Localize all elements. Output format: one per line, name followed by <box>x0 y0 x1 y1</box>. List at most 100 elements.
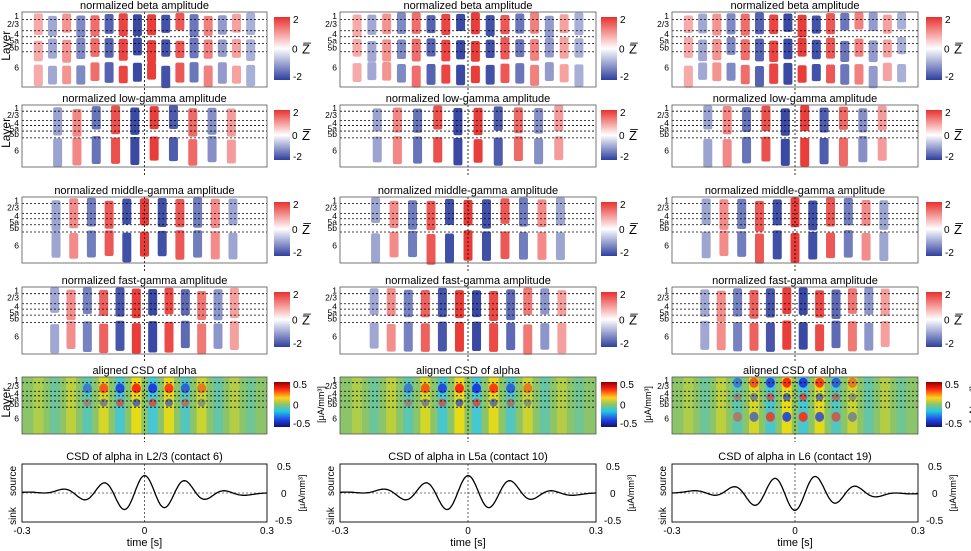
amp-tick: 0.5 <box>928 462 942 473</box>
colorbar-min: -2 <box>945 72 954 83</box>
heatmap-stripe <box>382 39 392 62</box>
colorbar-min: -2 <box>620 72 629 83</box>
colorbar-mid: 0 <box>944 45 950 56</box>
heatmap-stripe <box>712 13 722 36</box>
csd-band <box>765 377 776 434</box>
amp-tick: -0.5 <box>926 516 944 527</box>
heatmap-stripe <box>47 65 57 85</box>
colorbar-mid: 0 <box>944 131 950 142</box>
heatmap-stripe <box>111 137 121 164</box>
heatmap-stripe <box>426 233 436 265</box>
layer-tick-label: 2/3 <box>7 203 19 213</box>
time-tick: 0.3 <box>911 526 925 537</box>
heatmap-stripe <box>868 65 878 89</box>
heatmap-stripe <box>719 199 729 230</box>
csd-hotspot <box>506 383 516 394</box>
heatmap-stripe <box>500 15 510 35</box>
heatmap-stripe <box>149 136 159 161</box>
heatmap-stripe <box>712 62 722 82</box>
heatmap-stripe <box>470 12 480 35</box>
heatmap-stripe <box>189 62 199 83</box>
heatmap-stripe <box>403 321 413 352</box>
csd-hotspot <box>437 383 447 394</box>
heatmap-stripe <box>90 15 100 37</box>
heatmap-stripe <box>47 38 57 59</box>
heatmap-stripe <box>86 197 96 227</box>
heatmap-stripe <box>879 232 889 262</box>
layer-tick-label: 1 <box>664 195 669 205</box>
layer-axis-label: Layer <box>0 388 13 418</box>
heatmap-stripe <box>790 232 800 263</box>
heatmap-stripe <box>352 14 362 38</box>
heatmap-stripe <box>518 197 528 227</box>
heatmap-stripe <box>157 230 167 257</box>
heatmap-stripe <box>132 37 142 56</box>
heatmap-stripe <box>513 136 523 162</box>
csd-hotspot <box>438 398 447 407</box>
layer-tick-label: 4 <box>664 29 669 39</box>
heatmap-stripe <box>500 231 510 259</box>
heatmap-stripe <box>683 65 693 88</box>
heatmap-stripe <box>772 230 782 260</box>
heatmap-stripe <box>557 290 567 317</box>
amp-tick: 0.5 <box>606 462 620 473</box>
csd-trace-line <box>339 474 596 511</box>
heatmap-stripe <box>188 108 198 137</box>
layer-tick-label: 4 <box>332 301 337 311</box>
heatmap-stripe <box>726 62 736 81</box>
colorbar-min: -2 <box>293 152 302 163</box>
heatmap-stripe <box>115 287 125 317</box>
csd-hotspot <box>831 411 841 422</box>
colorbar-max: 2 <box>620 290 626 301</box>
heatmap-stripe <box>485 15 495 37</box>
heatmap-stripe <box>69 233 79 259</box>
heatmap-stripe <box>473 107 483 136</box>
heatmap-stripe <box>161 65 171 89</box>
layer-tick-label: 5b <box>660 399 670 409</box>
heatmap-stripe <box>754 65 764 87</box>
panel-r3-c1: normalized fast-gamma amplitude 12/345a5b… <box>325 275 638 362</box>
colorbar-mid: 0 <box>944 225 950 236</box>
colorbar <box>926 382 942 427</box>
heatmap-stripe <box>544 62 554 81</box>
heatmap-stripe <box>352 63 362 82</box>
heatmap-stripe <box>877 105 887 131</box>
heatmap-stripe <box>203 39 213 59</box>
colorbar-min: -2 <box>620 339 629 350</box>
colorbar-mid: 0 <box>292 45 298 56</box>
heatmap-stripe <box>189 14 199 37</box>
colorbar-mid: 0 <box>619 131 625 142</box>
heatmap-stripe <box>854 12 864 30</box>
layer-tick-label: 6 <box>14 331 19 341</box>
heatmap-stripe <box>386 288 396 317</box>
heatmap-stripe <box>157 198 167 227</box>
heatmap-stripe <box>797 37 807 57</box>
heatmap-stripe <box>33 13 43 36</box>
heatmap-stripe <box>861 200 871 226</box>
layer-tick-label: 1 <box>664 11 669 21</box>
trace-panel-0: CSD of alpha in L2/3 (contact 6) -0.3 0 0.3… <box>8 451 307 549</box>
panel-r2-c0: normalized middle-gamma amplitude 12/345a… <box>7 185 311 271</box>
panel-frame <box>671 11 919 88</box>
colorbar-max: 2 <box>620 15 626 26</box>
heatmap-stripe <box>877 137 887 161</box>
heatmap-stripe <box>826 64 836 84</box>
panel-frame <box>21 104 268 168</box>
heatmap-stripe <box>62 13 72 33</box>
heatmap-stripe <box>826 37 836 59</box>
heatmap-stripe <box>437 321 447 352</box>
csd-hotspot <box>180 383 190 394</box>
heatmap-stripe <box>426 15 436 34</box>
layer-tick-label: 2/3 <box>325 293 337 303</box>
heatmap-stripe <box>392 107 402 133</box>
heatmap-stripe <box>749 290 759 319</box>
heatmap-stripe <box>210 231 220 260</box>
trace-panel-1: CSD of alpha in L5a (contact 10) -0.3 0 0.3… <box>326 451 636 549</box>
heatmap-stripe <box>426 200 436 231</box>
colorbar-max: 2 <box>620 200 626 211</box>
csd-band <box>522 377 533 434</box>
colorbar-min: -2 <box>293 339 302 350</box>
colorbar-max: 2 <box>945 15 951 26</box>
heatmap-stripe <box>811 15 821 34</box>
heatmap-stripe <box>229 320 239 350</box>
